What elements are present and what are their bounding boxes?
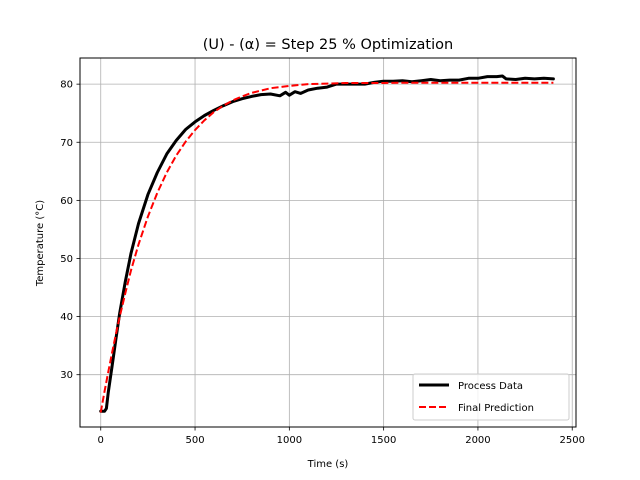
chart-title: (U) - (α) = Step 25 % Optimization [203, 37, 453, 53]
y-tick-label: 50 [60, 254, 73, 265]
x-axis-label: Time (s) [307, 459, 349, 470]
y-tick-label: 60 [60, 196, 73, 207]
x-tick-label: 1000 [277, 435, 302, 446]
legend-label-process-data: Process Data [458, 381, 523, 392]
x-tick-label: 0 [98, 435, 104, 446]
legend-label-final-prediction: Final Prediction [458, 403, 534, 414]
y-tick-label: 80 [60, 80, 73, 91]
x-tick-label: 500 [185, 435, 204, 446]
plot-lines [99, 74, 555, 413]
x-tick-label: 2000 [465, 435, 490, 446]
axes-frame [79, 57, 577, 428]
y-axis-label: Temperature (°C) [35, 200, 46, 287]
y-tick-label: 40 [60, 312, 73, 323]
x-tick-label: 1500 [371, 435, 396, 446]
series-line-final-prediction [99, 81, 554, 413]
x-tick-label: 2500 [560, 435, 585, 446]
grid [80, 58, 576, 427]
legend-box [412, 373, 570, 421]
legend: Process Data Final Prediction [412, 373, 570, 421]
y-tick-label: 70 [60, 138, 73, 149]
x-axis-ticks: 0 500 1000 1500 2000 2500 [98, 427, 585, 446]
y-axis-ticks: 30 40 50 60 70 80 [60, 80, 80, 381]
series-line-process-data [99, 74, 555, 413]
y-tick-label: 30 [60, 370, 73, 381]
